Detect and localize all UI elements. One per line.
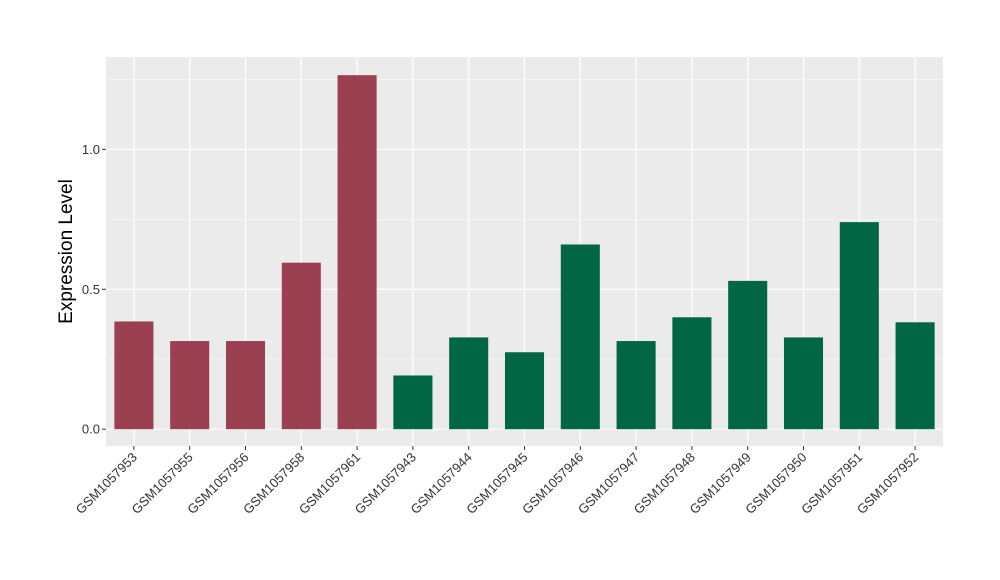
y-tick-label: 0.0 <box>82 422 100 437</box>
bar-GSM1057961 <box>337 75 377 430</box>
bar-GSM1057958 <box>281 262 321 430</box>
y-tick-label: 0.5 <box>82 282 100 297</box>
bar-GSM1057950 <box>783 337 824 430</box>
bar-GSM1057947 <box>616 341 656 430</box>
y-tick-label: 1.0 <box>82 142 100 157</box>
y-axis: 0.0 0.5 1.0 <box>82 142 106 437</box>
bar-GSM1057951 <box>839 222 879 430</box>
x-axis: GSM1057953GSM1057955GSM1057956GSM1057958… <box>73 446 921 517</box>
bar-GSM1057948 <box>672 317 712 430</box>
bar-GSM1057953 <box>114 321 154 430</box>
bar-GSM1057949 <box>728 280 768 430</box>
bar-GSM1057946 <box>560 244 600 430</box>
bars <box>114 75 935 430</box>
bar-GSM1057943 <box>393 375 433 430</box>
bar-GSM1057945 <box>504 352 545 430</box>
bar-GSM1057956 <box>225 341 266 430</box>
bar-GSM1057952 <box>895 322 935 430</box>
bar-GSM1057944 <box>449 337 489 430</box>
bar-GSM1057955 <box>170 341 210 430</box>
y-axis-title: Expression Level <box>56 179 77 324</box>
